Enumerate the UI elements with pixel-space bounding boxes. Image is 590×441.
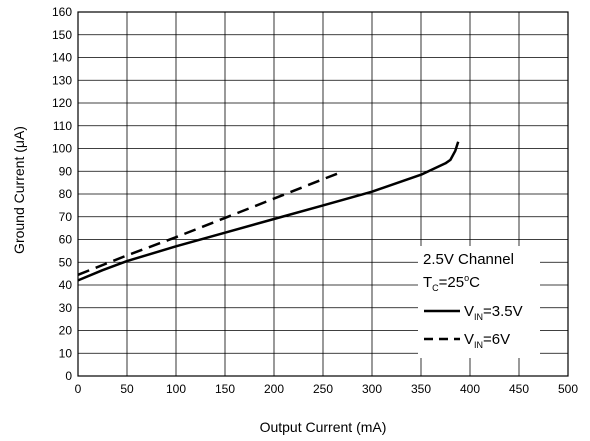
y-tick-label: 140 [52,51,72,65]
y-tick-label: 120 [52,96,72,110]
y-tick-label: 80 [59,187,73,201]
x-tick-label: 50 [120,382,134,396]
x-tick-label: 150 [215,382,235,396]
x-tick-label: 0 [75,382,82,396]
series-line-vin-3-5v [77,141,460,282]
x-axis-label: Output Current (mA) [260,419,387,435]
x-tick-labels: 0 50 100 150 200 250 300 350 400 450 500 [75,382,579,396]
y-tick-label: 40 [59,278,73,292]
y-tick-label: 100 [52,142,72,156]
y-tick-label: 70 [59,210,73,224]
y-tick-label: 30 [59,301,73,315]
y-tick-label: 60 [59,233,73,247]
legend-channel-label: 2.5V Channel [423,251,514,268]
y-axis-label: Ground Current (μA) [11,126,27,254]
y-tick-label: 160 [52,5,72,19]
series-lines [77,141,460,282]
x-tick-label: 100 [166,382,186,396]
y-tick-label: 0 [65,369,72,383]
y-tick-labels: 0 10 20 30 40 50 60 70 80 90 100 110 120 130 140 150 160 [52,5,72,383]
x-tick-label: 350 [411,382,431,396]
x-tick-label: 450 [509,382,529,396]
legend-entry-vin-3-5v: VIN=3.5V [464,303,523,322]
x-tick-label: 300 [362,382,382,396]
y-tick-label: 90 [59,164,73,178]
legend-entry-vin-6v: VIN=6V [464,331,510,350]
legend-temperature-label: TC=25oC [423,273,480,293]
x-tick-label: 500 [558,382,578,396]
x-tick-label: 200 [264,382,284,396]
y-tick-label: 20 [59,324,73,338]
x-tick-label: 400 [460,382,480,396]
series-line-vin-6v [77,172,339,276]
x-tick-label: 250 [313,382,333,396]
plot-border [77,11,569,377]
y-tick-label: 10 [59,346,73,360]
y-tick-label: 150 [52,28,72,42]
y-tick-label: 50 [59,255,73,269]
y-tick-label: 110 [53,119,72,133]
legend: 2.5V Channel TC=25oC VIN=3.5V VIN=6V [418,246,540,358]
y-tick-label: 130 [52,73,72,87]
